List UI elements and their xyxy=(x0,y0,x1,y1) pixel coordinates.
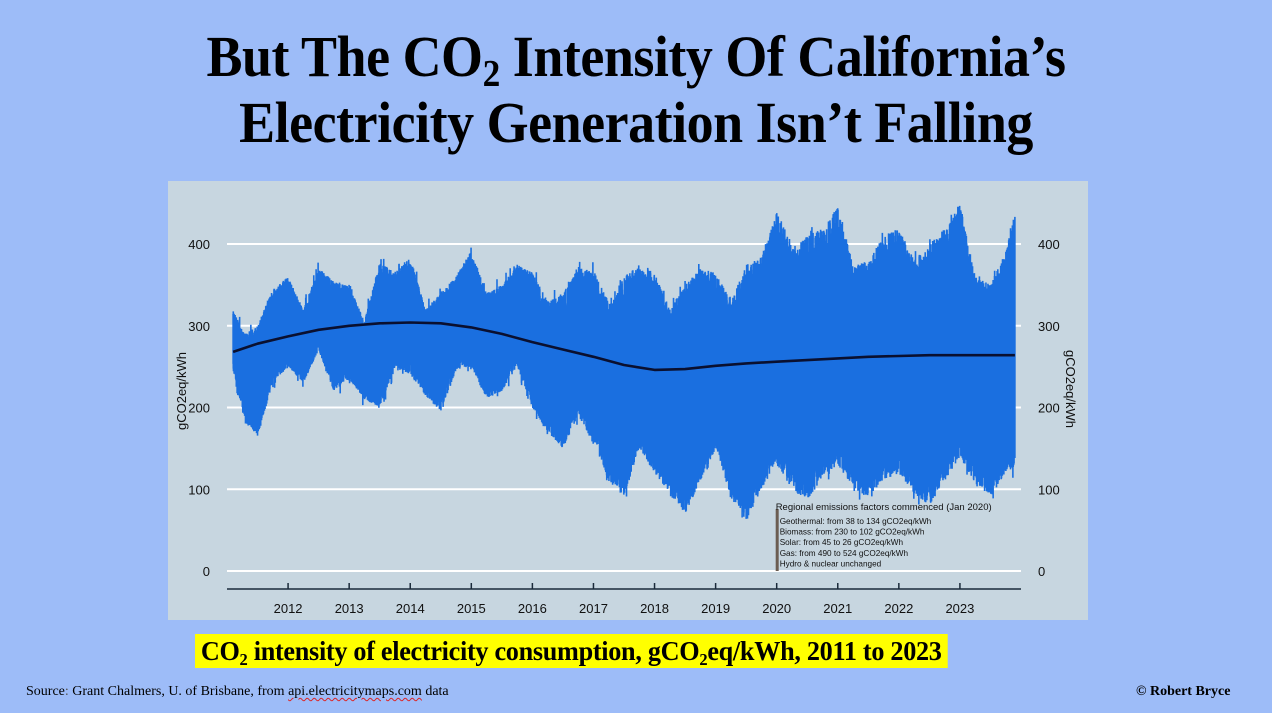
co2-intensity-chart: 0 100 200 300 400 0 100 200 300 400 2012 2013 2014… xyxy=(174,205,1078,616)
y-axis-label-right: gCO2eq/kWh xyxy=(1063,350,1078,428)
y-axis-label-left: gCO2eq/kWh xyxy=(174,352,189,430)
chart-caption: CO2 intensity of electricity consumption… xyxy=(195,634,948,669)
x-tick-label: 2015 xyxy=(457,601,486,616)
annotation-line: Geothermal: from 38 to 134 gCO2eq/kWh xyxy=(780,517,932,526)
caption-text: intensity of electricity consumption, gC… xyxy=(247,636,700,666)
source-note: Source: Grant Chalmers, U. of Brisbane, … xyxy=(26,684,449,700)
x-tick-label: 2021 xyxy=(823,601,852,616)
source-suffix: data xyxy=(421,684,449,699)
caption-subscript: 2 xyxy=(699,650,708,669)
annotation-line: Gas: from 490 to 524 gCO2eq/kWh xyxy=(780,549,909,558)
x-tick-label: 2022 xyxy=(884,601,913,616)
y-tick-label-left: 400 xyxy=(188,237,210,252)
title-subscript: 2 xyxy=(482,53,501,95)
daily-series xyxy=(232,205,1016,519)
y-tick-label-left: 300 xyxy=(188,319,210,334)
y-tick-label-right: 400 xyxy=(1038,237,1060,252)
annotation-line: Solar: from 45 to 26 gCO2eq/kWh xyxy=(780,538,904,547)
x-axis: 2012 2013 2014 2015 2016 2017 2018 2019 2020 2021… xyxy=(227,583,1021,616)
x-tick-label: 2018 xyxy=(640,601,669,616)
x-tick-label: 2012 xyxy=(274,601,303,616)
caption-subscript: 2 xyxy=(239,650,248,669)
y-tick-label-right: 300 xyxy=(1038,319,1060,334)
y-tick-label-left: 200 xyxy=(188,401,210,416)
source-body: Grant Chalmers, U. of Brisbane, from xyxy=(68,684,289,699)
x-tick-label: 2020 xyxy=(762,601,791,616)
y-tick-label-left: 0 xyxy=(203,564,210,579)
annotation-line: Hydro & nuclear unchanged xyxy=(780,559,882,568)
y-axis-left: 0 100 200 300 400 xyxy=(188,237,210,579)
x-tick-label: 2014 xyxy=(396,601,425,616)
slide-title: But The CO2 Intensity Of California’s El… xyxy=(45,24,1228,156)
y-tick-label-left: 100 xyxy=(188,482,210,497)
y-tick-label-right: 200 xyxy=(1038,401,1060,416)
annotation: Regional emissions factors commenced (Ja… xyxy=(775,502,992,571)
caption-text: CO xyxy=(200,636,240,666)
title-line-1: But The CO2 Intensity Of California’s xyxy=(45,24,1228,93)
x-tick-label: 2023 xyxy=(945,601,974,616)
y-tick-label-right: 100 xyxy=(1038,482,1060,497)
x-tick-label: 2013 xyxy=(335,601,364,616)
y-tick-label-right: 0 xyxy=(1038,564,1045,579)
title-text: But The CO xyxy=(206,24,483,89)
title-line-2: Electricity Generation Isn’t Falling xyxy=(239,90,1033,155)
source-link[interactable]: api.electricitymaps.com xyxy=(288,684,422,699)
x-tick-label: 2019 xyxy=(701,601,730,616)
annotation-line: Biomass: from 230 to 102 gCO2eq/kWh xyxy=(780,528,925,537)
y-axis-right: 0 100 200 300 400 xyxy=(1038,237,1060,579)
x-tick-label: 2016 xyxy=(518,601,547,616)
x-tick-label: 2017 xyxy=(579,601,608,616)
trend-line-group xyxy=(232,321,1015,372)
copyright-credit: © Robert Bryce xyxy=(1136,684,1231,699)
caption-text: eq/kWh, 2011 to 2023 xyxy=(707,636,942,666)
title-text: Intensity Of California’s xyxy=(499,24,1066,89)
daily-intensity-bars xyxy=(232,205,1016,519)
annotation-marker xyxy=(775,509,779,571)
chart-panel: 0 100 200 300 400 0 100 200 300 400 2012 2013 2014… xyxy=(168,181,1088,620)
annotation-title: Regional emissions factors commenced (Ja… xyxy=(776,502,992,513)
source-colon: : xyxy=(64,684,69,699)
source-prefix: Source xyxy=(26,684,65,699)
